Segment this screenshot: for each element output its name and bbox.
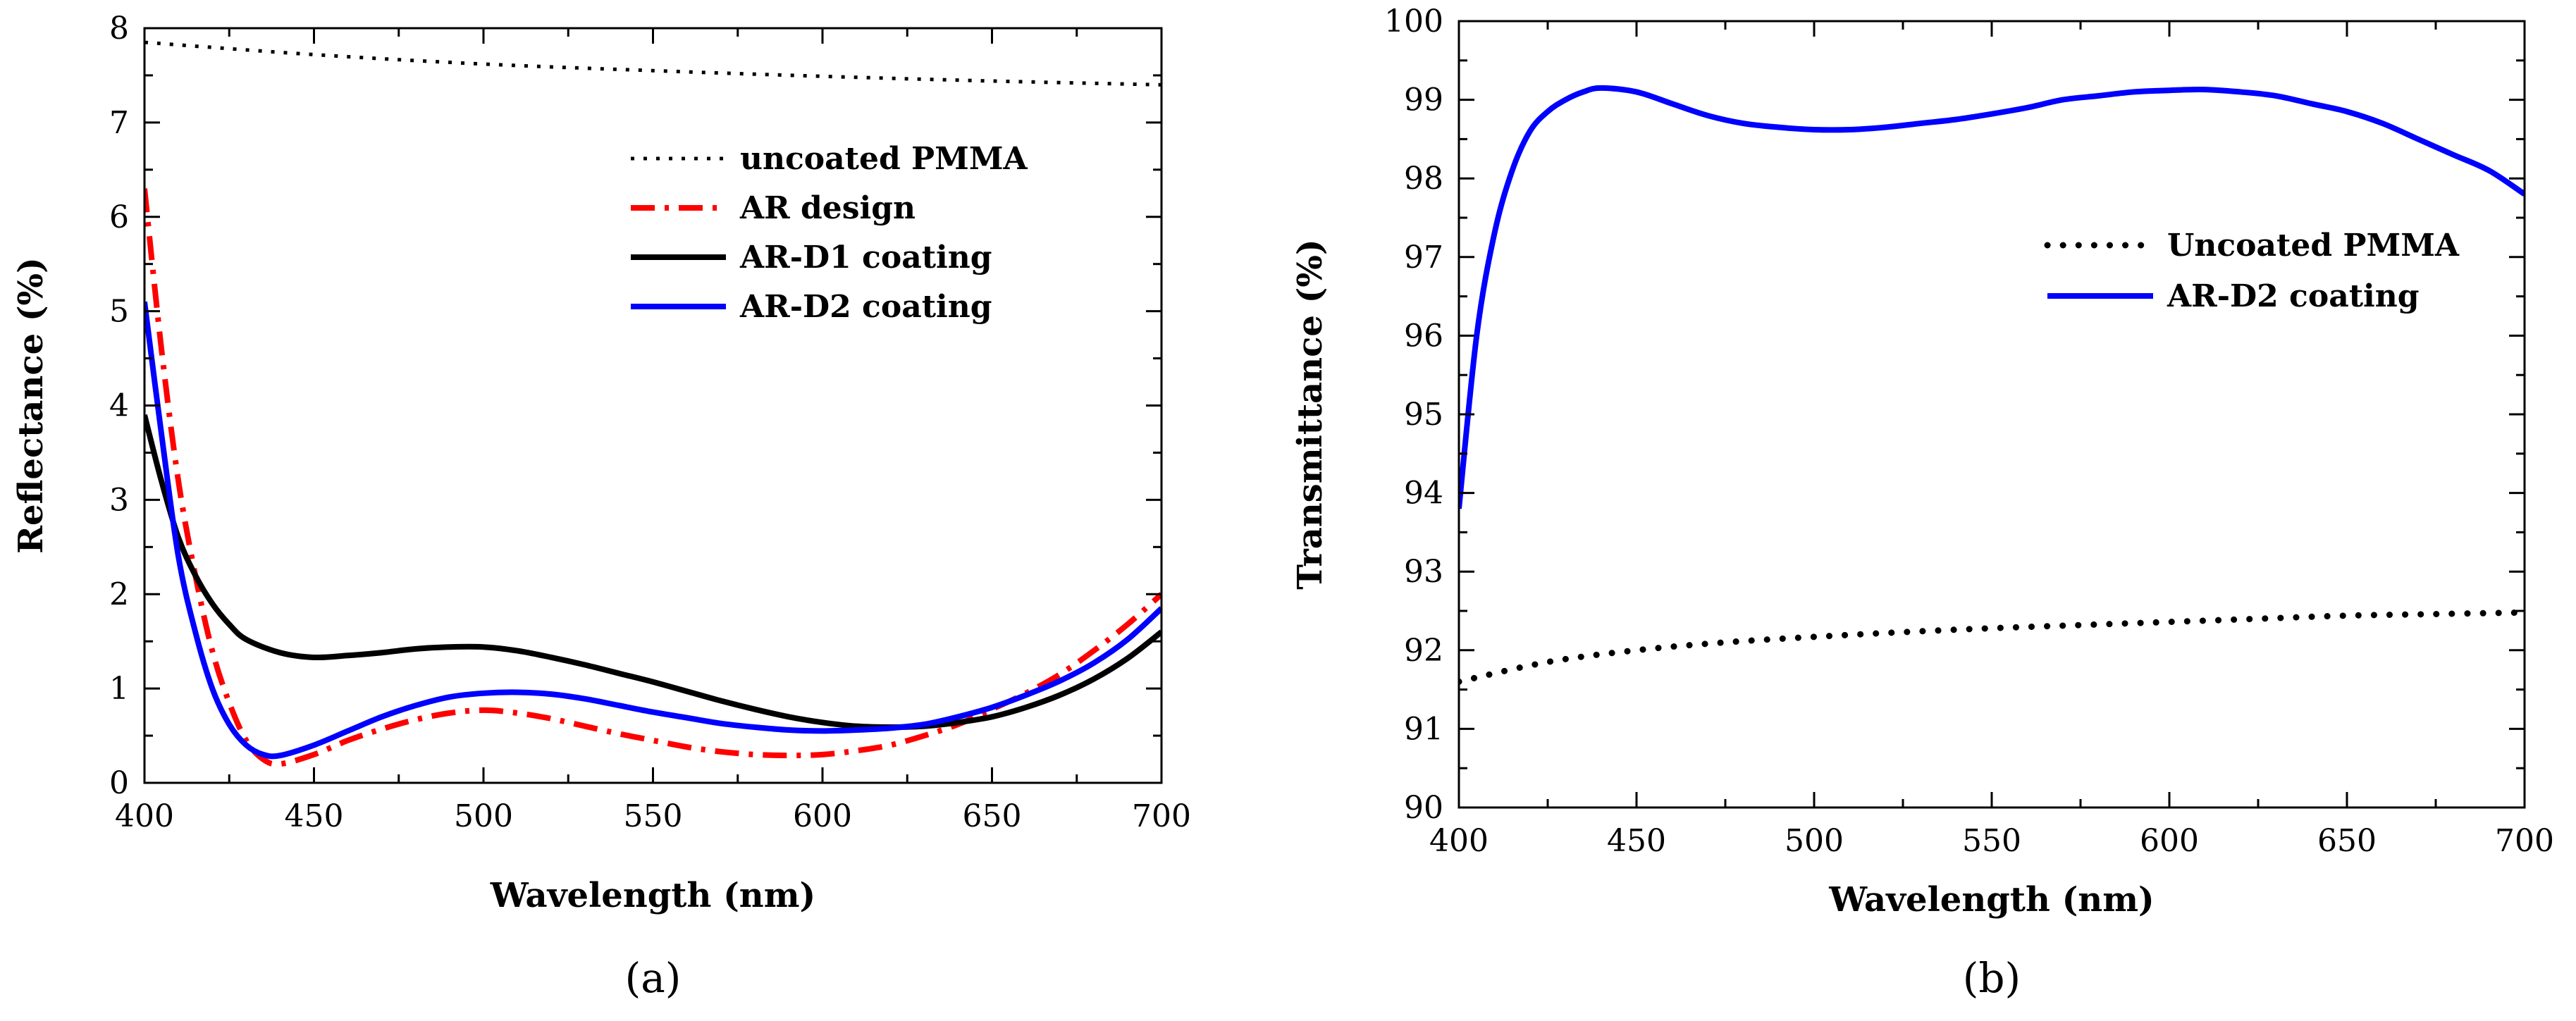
legend-label: AR-D1 coating [739, 240, 992, 276]
x-tick-label: 650 [2317, 823, 2377, 859]
series-group [144, 40, 1161, 767]
x-tick-label: 600 [2140, 823, 2199, 859]
y-tick-label: 96 [1404, 318, 1443, 354]
x-tick-label: 450 [285, 798, 344, 834]
plot-frame [1458, 20, 2526, 809]
x-tick-label: 600 [793, 798, 852, 834]
legend-label: Uncoated PMMA [2167, 228, 2460, 264]
x-tick-label: 400 [1429, 823, 1489, 859]
y-tick-label: 6 [109, 199, 129, 235]
panel-label: (a) [625, 954, 682, 1002]
y-tick-label: 94 [1404, 476, 1443, 512]
series-line-ar-d1-coating [144, 414, 1161, 731]
y-tick-label: 100 [1384, 4, 1443, 39]
chart-panel-a: 400 450 500 550 600 650 700 0 1 2 3 4 5 6 7 8 Wavelength… [11, 11, 1191, 1002]
series-group [1459, 85, 2525, 685]
series-line-ar-design [144, 188, 1161, 767]
y-tick-label: 99 [1404, 82, 1443, 118]
y-tick-label: 8 [109, 11, 129, 47]
y-tick-label: 0 [109, 765, 129, 801]
x-tick-label: 500 [454, 798, 513, 834]
series-line-uncoated-pmma [144, 40, 1161, 87]
y-tick-label: 3 [109, 482, 129, 518]
x-tick-label: 550 [1962, 823, 2021, 859]
y-tick-label: 2 [109, 576, 129, 612]
chart-panel-b: 400 450 500 550 600 650 700 90 91 92 93 94 95 96 97 98 9… [1290, 4, 2554, 1002]
y-tick-label: 92 [1404, 633, 1443, 669]
y-tick-label: 93 [1404, 554, 1443, 590]
legend: uncoated PMMA AR design AR-D1 coating AR-D2… [631, 141, 1028, 325]
legend-label: AR design [739, 190, 916, 226]
y-tick-label: 91 [1404, 711, 1443, 747]
x-tick-label: 700 [1132, 798, 1191, 834]
y-tick-label: 5 [109, 294, 129, 330]
x-axis-title: Wavelength (nm) [490, 876, 815, 915]
y-tick-label: 1 [109, 671, 129, 707]
x-tick-label: 450 [1607, 823, 1666, 859]
series-line-uncoated-pmma [1459, 609, 2525, 685]
legend-label: AR-D2 coating [2167, 278, 2420, 314]
y-tick-label: 95 [1404, 397, 1443, 433]
x-tick-label: 650 [963, 798, 1022, 834]
y-tick-label: 98 [1404, 161, 1443, 197]
series-line-ar-d2-coating [144, 301, 1161, 760]
y-tick-label: 4 [109, 388, 129, 424]
legend-label: AR-D2 coating [739, 289, 992, 325]
series-line-ar-d2-coating [1459, 85, 2525, 509]
x-axis-title: Wavelength (nm) [1828, 880, 2154, 920]
x-tick-label: 400 [115, 798, 174, 834]
y-axis-title: Transmittance (%) [1290, 239, 1330, 589]
x-tick-label: 550 [624, 798, 683, 834]
y-axis-title: Reflectance (%) [11, 257, 51, 554]
y-tick-label: 7 [109, 105, 129, 141]
legend-label: uncoated PMMA [740, 141, 1028, 177]
y-tick-label: 90 [1404, 790, 1443, 826]
panel-label: (b) [1963, 954, 2021, 1002]
y-tick-label: 97 [1404, 240, 1443, 276]
legend: Uncoated PMMA AR-D2 coating [2044, 228, 2460, 314]
x-tick-label: 500 [1785, 823, 1844, 859]
x-tick-label: 700 [2495, 823, 2554, 859]
